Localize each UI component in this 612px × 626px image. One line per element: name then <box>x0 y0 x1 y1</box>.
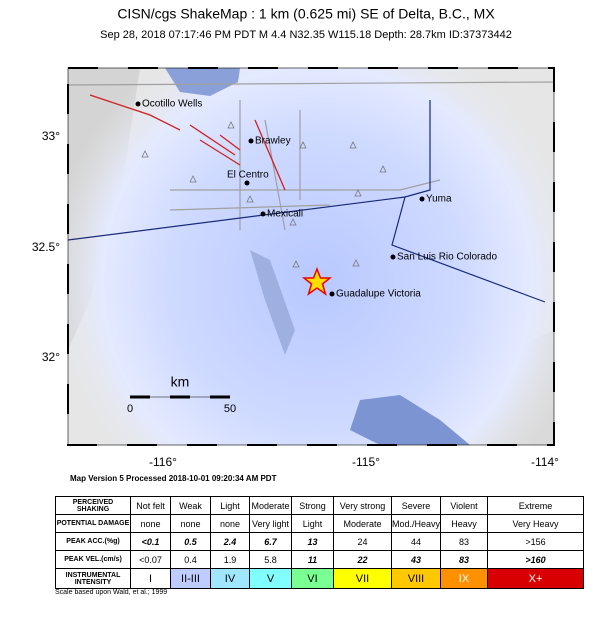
place-marker <box>135 101 141 107</box>
intensity-legend: PERCEIVED SHAKING Not felt Weak Light Modera… <box>55 496 584 589</box>
legend-cell: X+ <box>487 568 584 589</box>
place-marker <box>244 180 250 186</box>
legend-cell: 1.9 <box>210 550 250 569</box>
map-subtitle: Sep 28, 2018 07:17:46 PM PDT M 4.4 N32.3… <box>100 29 512 41</box>
scale-note: Scale based upon Wald, et al.; 1999 <box>55 589 168 596</box>
legend-cell: 6.7 <box>249 532 292 551</box>
legend-cell: 5.8 <box>249 550 292 569</box>
legend-cell: VII <box>333 568 392 589</box>
legend-row: INSTRUMENTAL INTENSITY I II-III IV V VI VII VII… <box>55 568 584 589</box>
legend-cell: Weak <box>170 496 211 515</box>
scale-end: 50 <box>224 403 236 415</box>
legend-cell: IV <box>210 568 250 589</box>
legend-cell: Heavy <box>440 514 488 533</box>
legend-cell: Moderate <box>249 496 292 515</box>
legend-cell: Not felt <box>130 496 171 515</box>
legend-cell: VIII <box>391 568 441 589</box>
legend-row-label: PEAK VEL.(cm/s) <box>55 550 131 569</box>
legend-cell: II-III <box>170 568 211 589</box>
processed-note: Map Version 5 Processed 2018-10-01 09:20… <box>70 474 277 483</box>
legend-cell: I <box>130 568 171 589</box>
legend-cell: Mod./Heavy <box>391 514 441 533</box>
lat-label: 32.5° <box>32 240 60 254</box>
lon-label: -115° <box>352 455 380 469</box>
legend-cell: 22 <box>333 550 392 569</box>
legend-cell: none <box>170 514 211 533</box>
place-label: Guadalupe Victoria <box>336 289 421 300</box>
legend-cell: Light <box>210 496 250 515</box>
legend-cell: Light <box>291 514 334 533</box>
place-label: Yuma <box>426 194 452 205</box>
place-label: San Luis Rio Colorado <box>397 252 497 263</box>
legend-cell: Severe <box>391 496 441 515</box>
scale-start: 0 <box>127 403 133 415</box>
place-marker <box>248 138 254 144</box>
legend-cell: 0.5 <box>170 532 211 551</box>
legend-cell: 11 <box>291 550 334 569</box>
legend-row: PERCEIVED SHAKING Not felt Weak Light Modera… <box>55 496 584 515</box>
legend-cell: 0.4 <box>170 550 211 569</box>
map-figure: CISN/cgs ShakeMap : 1 km (0.625 mi) SE o… <box>32 6 559 483</box>
legend-cell: Very light <box>249 514 292 533</box>
legend-cell: none <box>210 514 250 533</box>
legend-cell: >160 <box>487 550 584 569</box>
place-label: El Centro <box>227 170 269 181</box>
legend-cell: none <box>130 514 171 533</box>
legend-cell: 24 <box>333 532 392 551</box>
legend-row: POTENTIAL DAMAGE none none none Very light Li… <box>55 514 584 533</box>
place-label: Mexicali <box>267 209 303 220</box>
place-marker <box>390 254 396 260</box>
place-label: Brawley <box>255 136 291 147</box>
lon-label: -116° <box>149 455 177 469</box>
legend-cell: VI <box>291 568 334 589</box>
legend-cell: Strong <box>291 496 334 515</box>
legend-row-label: PERCEIVED SHAKING <box>55 496 131 515</box>
place-marker <box>419 196 425 202</box>
place-marker <box>329 291 335 297</box>
legend-cell: 83 <box>440 550 488 569</box>
legend-cell: >156 <box>487 532 584 551</box>
legend-cell: IX <box>440 568 488 589</box>
legend-cell: Extreme <box>487 496 584 515</box>
map-area <box>68 68 554 445</box>
legend-cell: <0.07 <box>130 550 171 569</box>
legend-row-label: INSTRUMENTAL INTENSITY <box>55 568 131 589</box>
legend-cell: 83 <box>440 532 488 551</box>
legend-cell: Moderate <box>333 514 392 533</box>
lat-label: 33° <box>42 129 60 143</box>
legend-cell: Very Heavy <box>487 514 584 533</box>
legend-cell: <0.1 <box>130 532 171 551</box>
place-marker <box>260 211 266 217</box>
lat-label: 32° <box>42 350 60 364</box>
legend-row-label: PEAK ACC.(%g) <box>55 532 131 551</box>
place-label: Ocotillo Wells <box>142 99 202 110</box>
legend-cell: 2.4 <box>210 532 250 551</box>
legend-cell: Violent <box>440 496 488 515</box>
legend-cell: 43 <box>391 550 441 569</box>
legend-row: PEAK ACC.(%g) <0.1 0.5 2.4 6.7 13 24 44 83 >156 <box>55 532 584 551</box>
legend-cell: Very strong <box>333 496 392 515</box>
map-title: CISN/cgs ShakeMap : 1 km (0.625 mi) SE o… <box>117 6 495 22</box>
legend-cell: 44 <box>391 532 441 551</box>
scale-unit: km <box>171 374 190 390</box>
legend-row-label: POTENTIAL DAMAGE <box>55 514 131 533</box>
legend-row: PEAK VEL.(cm/s) <0.07 0.4 1.9 5.8 11 22 43 83 >16… <box>55 550 584 569</box>
lon-label: -114° <box>531 455 559 469</box>
legend-cell: 13 <box>291 532 334 551</box>
legend-cell: V <box>249 568 292 589</box>
